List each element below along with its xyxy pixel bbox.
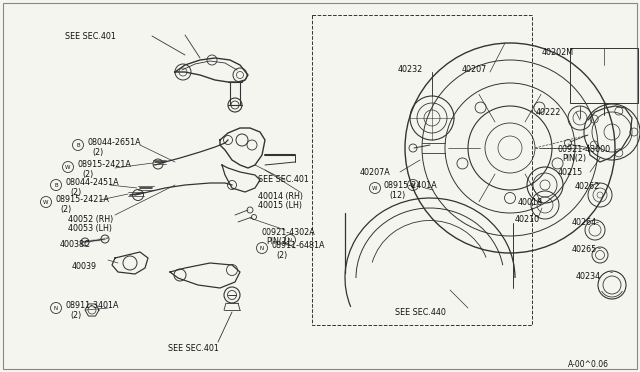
Text: B: B xyxy=(76,142,80,148)
Text: 40018: 40018 xyxy=(518,198,543,207)
Text: (2): (2) xyxy=(60,205,71,214)
Text: 00921-4302A: 00921-4302A xyxy=(262,228,316,237)
Text: SEE SEC.401: SEE SEC.401 xyxy=(168,344,219,353)
Text: 08915-2421A: 08915-2421A xyxy=(77,160,131,169)
Text: 08044-2451A: 08044-2451A xyxy=(65,178,118,187)
Text: 40232: 40232 xyxy=(398,65,423,74)
Text: 40015 (LH): 40015 (LH) xyxy=(258,201,302,210)
Text: W: W xyxy=(44,199,49,205)
Text: N: N xyxy=(54,305,58,311)
Text: 40222: 40222 xyxy=(536,108,561,117)
Bar xyxy=(570,48,638,103)
Text: 08915-2421A: 08915-2421A xyxy=(55,195,109,204)
Text: 40052 (RH): 40052 (RH) xyxy=(68,215,113,224)
Text: (2): (2) xyxy=(70,188,81,197)
Text: N: N xyxy=(260,246,264,250)
Bar xyxy=(312,15,532,325)
Text: PIN(2): PIN(2) xyxy=(562,154,586,163)
Text: 08044-2651A: 08044-2651A xyxy=(87,138,141,147)
Text: (2): (2) xyxy=(82,170,93,179)
Text: 40265: 40265 xyxy=(572,245,597,254)
Text: A-00^0.06: A-00^0.06 xyxy=(568,360,609,369)
Text: SEE SEC.401: SEE SEC.401 xyxy=(258,175,309,184)
Text: 40039: 40039 xyxy=(72,262,97,271)
Text: 40215: 40215 xyxy=(558,168,583,177)
Text: 40053 (LH): 40053 (LH) xyxy=(68,224,112,233)
Text: 40014 (RH): 40014 (RH) xyxy=(258,192,303,201)
Text: (2): (2) xyxy=(70,311,81,320)
Text: PIN(2): PIN(2) xyxy=(266,237,290,246)
Text: 40202M: 40202M xyxy=(542,48,574,57)
Text: 40207A: 40207A xyxy=(360,168,391,177)
Text: SEE SEC.440: SEE SEC.440 xyxy=(395,308,446,317)
Text: 00921-43000: 00921-43000 xyxy=(558,145,611,154)
Text: 40038C: 40038C xyxy=(60,240,91,249)
Text: W: W xyxy=(410,183,416,187)
Text: 40264: 40264 xyxy=(572,218,597,227)
Text: 40234: 40234 xyxy=(576,272,601,281)
Text: 08915-2401A: 08915-2401A xyxy=(384,181,438,190)
Text: 40207: 40207 xyxy=(462,65,487,74)
Text: SEE SEC.401: SEE SEC.401 xyxy=(65,32,116,41)
Text: 08911-6481A: 08911-6481A xyxy=(271,241,324,250)
Text: N: N xyxy=(288,237,292,243)
Text: 40210: 40210 xyxy=(515,215,540,224)
Text: (12): (12) xyxy=(389,191,405,200)
Text: W: W xyxy=(65,164,71,170)
Text: W: W xyxy=(372,186,378,190)
Text: (2): (2) xyxy=(92,148,103,157)
Text: 40262: 40262 xyxy=(575,182,600,191)
Text: 08911-3401A: 08911-3401A xyxy=(65,301,118,310)
Text: (2): (2) xyxy=(276,251,287,260)
Text: B: B xyxy=(54,183,58,187)
